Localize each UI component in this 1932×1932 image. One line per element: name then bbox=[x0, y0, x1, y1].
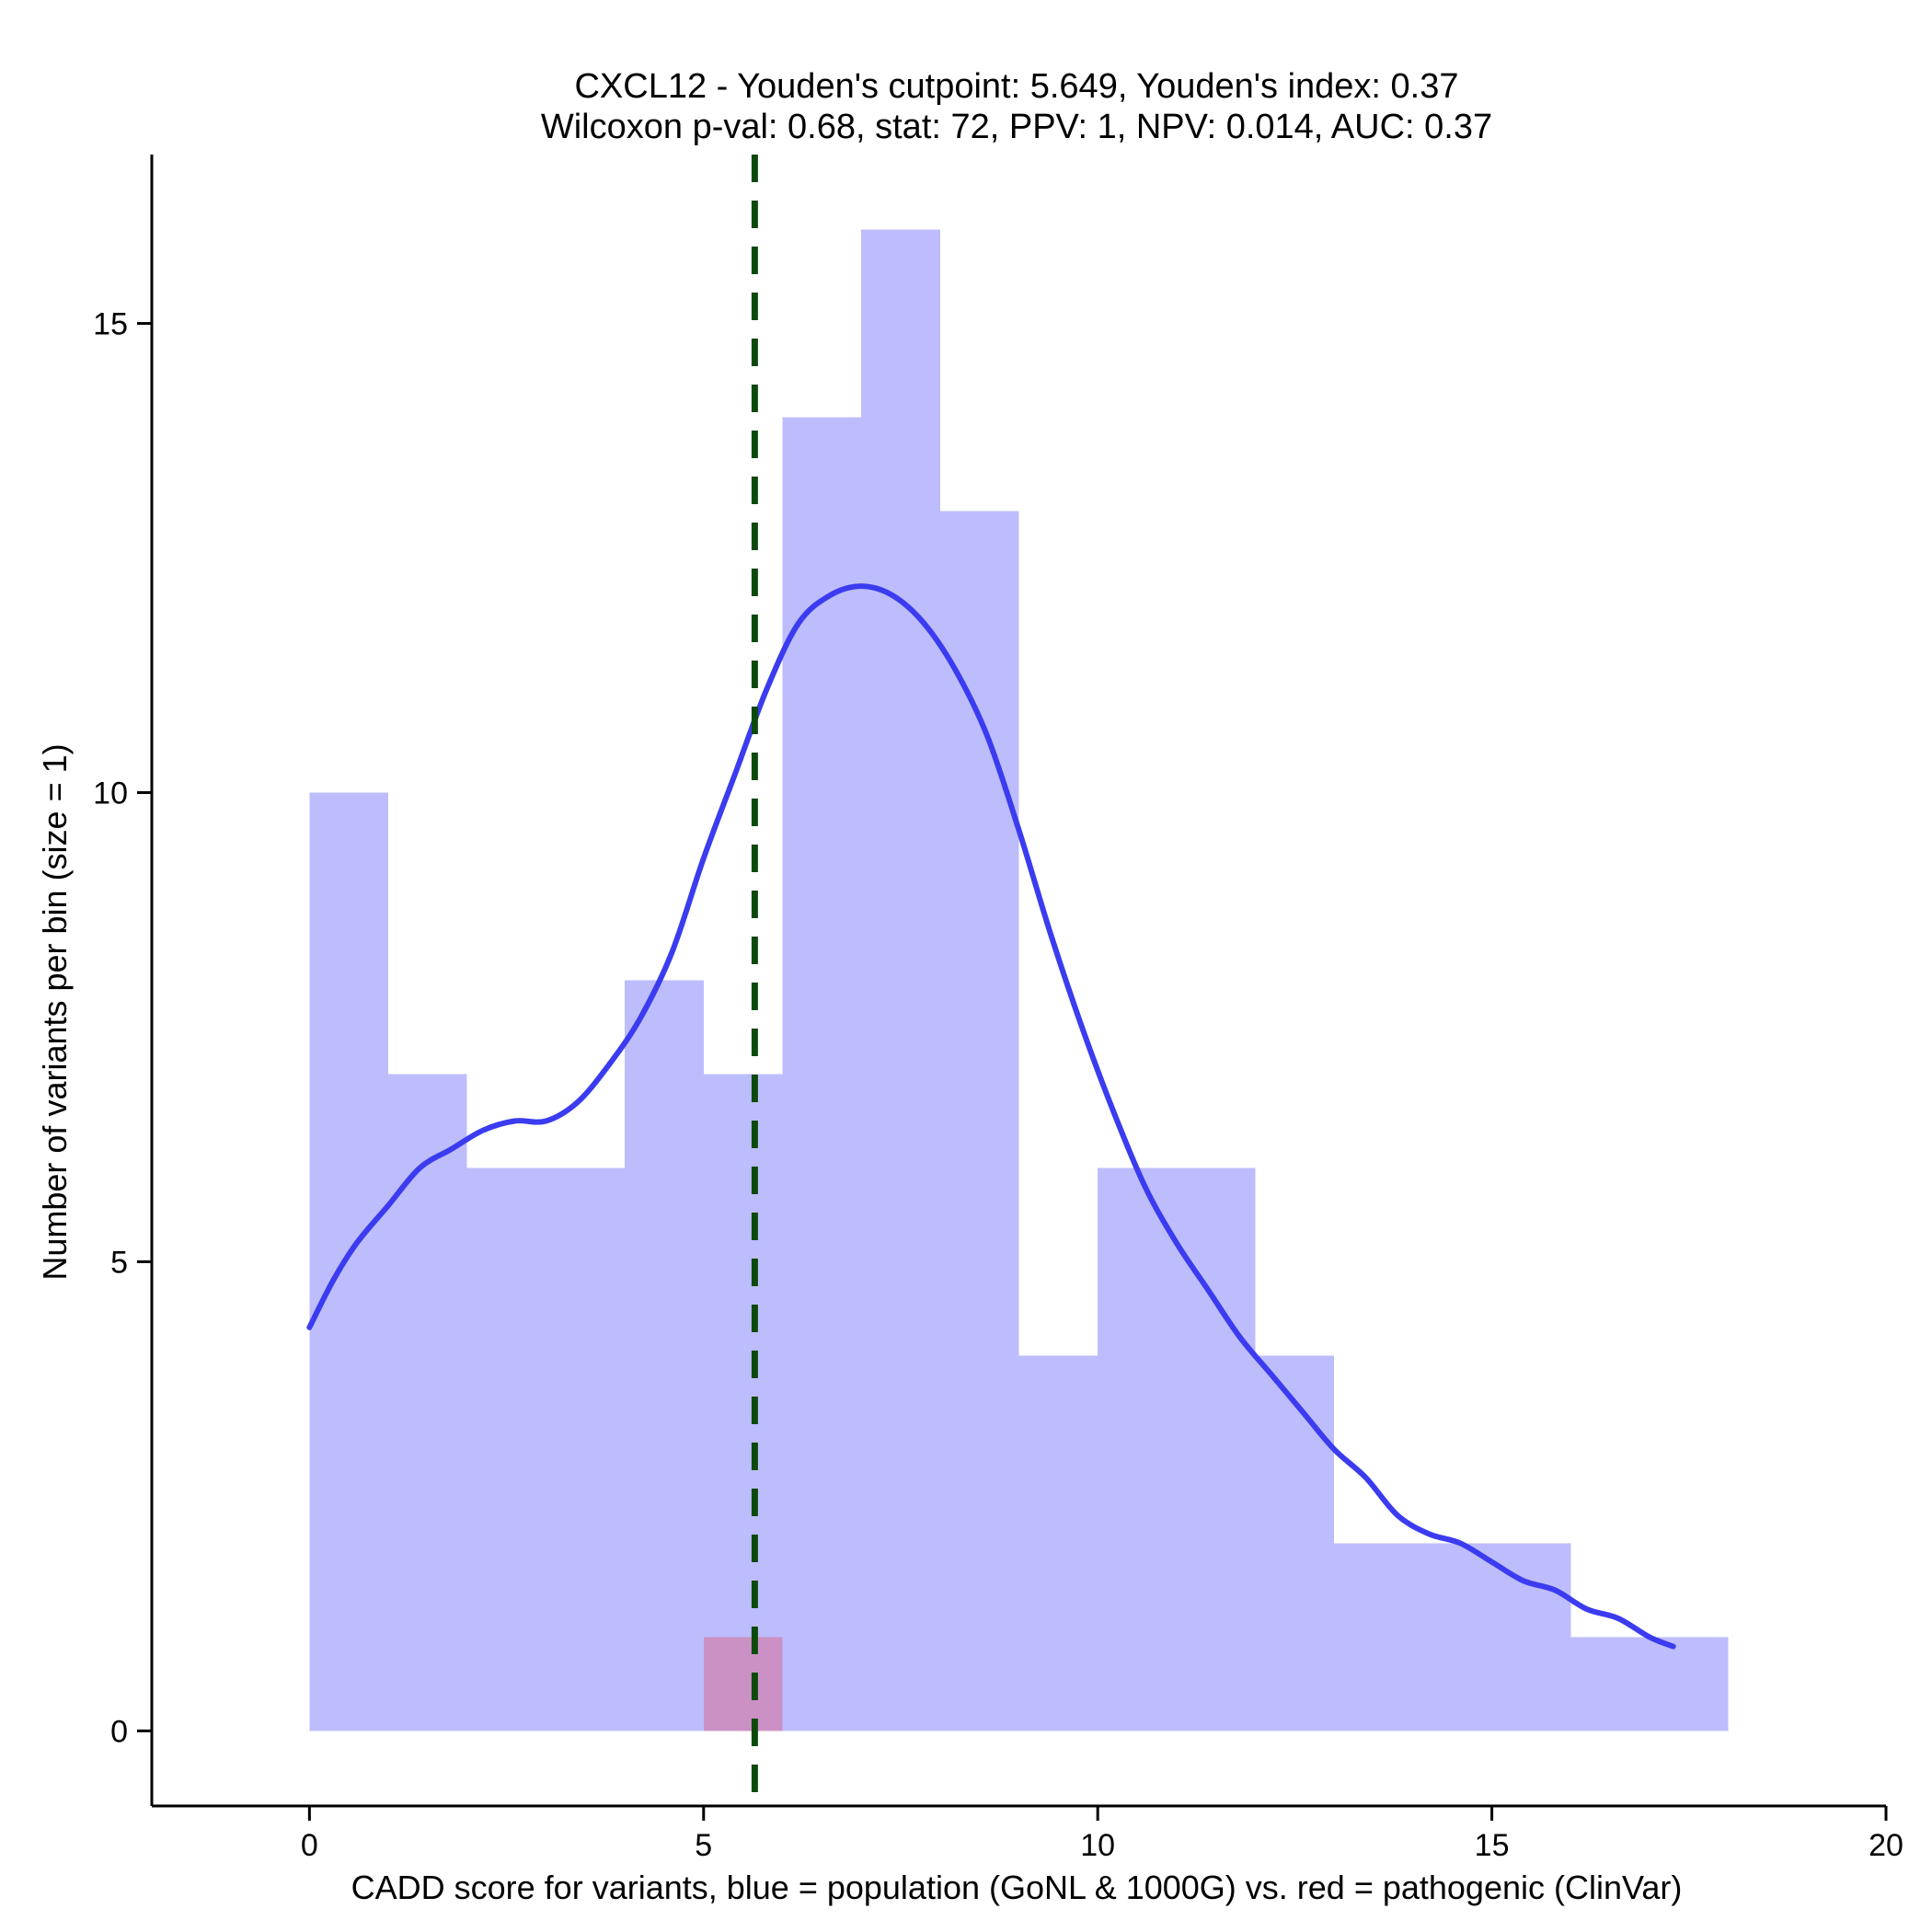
x-tick-label: 5 bbox=[695, 1828, 712, 1863]
x-tick-label: 0 bbox=[301, 1828, 318, 1863]
population-bars bbox=[309, 229, 1729, 1731]
chart-subtitle: Wilcoxon p-val: 0.68, stat: 72, PPV: 1, … bbox=[541, 108, 1492, 146]
population-bar-16 bbox=[1570, 1637, 1650, 1731]
population-bar-17 bbox=[1649, 1637, 1729, 1731]
x-tick-label: 10 bbox=[1080, 1828, 1115, 1863]
x-tick-label: 15 bbox=[1475, 1828, 1510, 1863]
y-tick-label: 10 bbox=[93, 776, 128, 811]
population-bar-5 bbox=[703, 1074, 783, 1731]
population-bar-1 bbox=[388, 1074, 467, 1731]
x-axis-label: CADD score for variants, blue = populati… bbox=[351, 1869, 1683, 1906]
x-tick-label: 20 bbox=[1869, 1828, 1903, 1863]
pathogenic-bars bbox=[703, 1637, 783, 1731]
population-bar-0 bbox=[309, 792, 389, 1731]
population-bar-9 bbox=[1018, 1355, 1098, 1731]
pathogenic-bar-5 bbox=[703, 1637, 783, 1731]
y-tick-label: 5 bbox=[110, 1245, 128, 1280]
population-bar-3 bbox=[546, 1167, 626, 1731]
y-axis-ticks: 0 5 10 15 bbox=[93, 307, 152, 1749]
population-bar-11 bbox=[1176, 1167, 1256, 1731]
population-bar-7 bbox=[861, 229, 940, 1731]
population-bar-8 bbox=[939, 511, 1019, 1731]
population-bar-15 bbox=[1491, 1543, 1571, 1731]
x-axis-ticks: 0 5 10 15 20 bbox=[301, 1806, 1903, 1863]
y-tick-label: 15 bbox=[93, 307, 128, 342]
population-bar-12 bbox=[1255, 1355, 1335, 1731]
population-bar-13 bbox=[1334, 1543, 1413, 1731]
population-bar-10 bbox=[1098, 1167, 1177, 1731]
chart-title: CXCL12 - Youden's cutpoint: 5.649, Youde… bbox=[574, 67, 1458, 106]
population-density-curve bbox=[306, 583, 1676, 1650]
population-bar-4 bbox=[625, 980, 704, 1731]
y-axis-label: Number of variants per bin (size = 1) bbox=[36, 743, 74, 1280]
population-bar-14 bbox=[1412, 1543, 1492, 1731]
population-bar-6 bbox=[782, 417, 862, 1731]
population-bar-2 bbox=[466, 1167, 546, 1731]
y-tick-label: 0 bbox=[110, 1714, 128, 1749]
